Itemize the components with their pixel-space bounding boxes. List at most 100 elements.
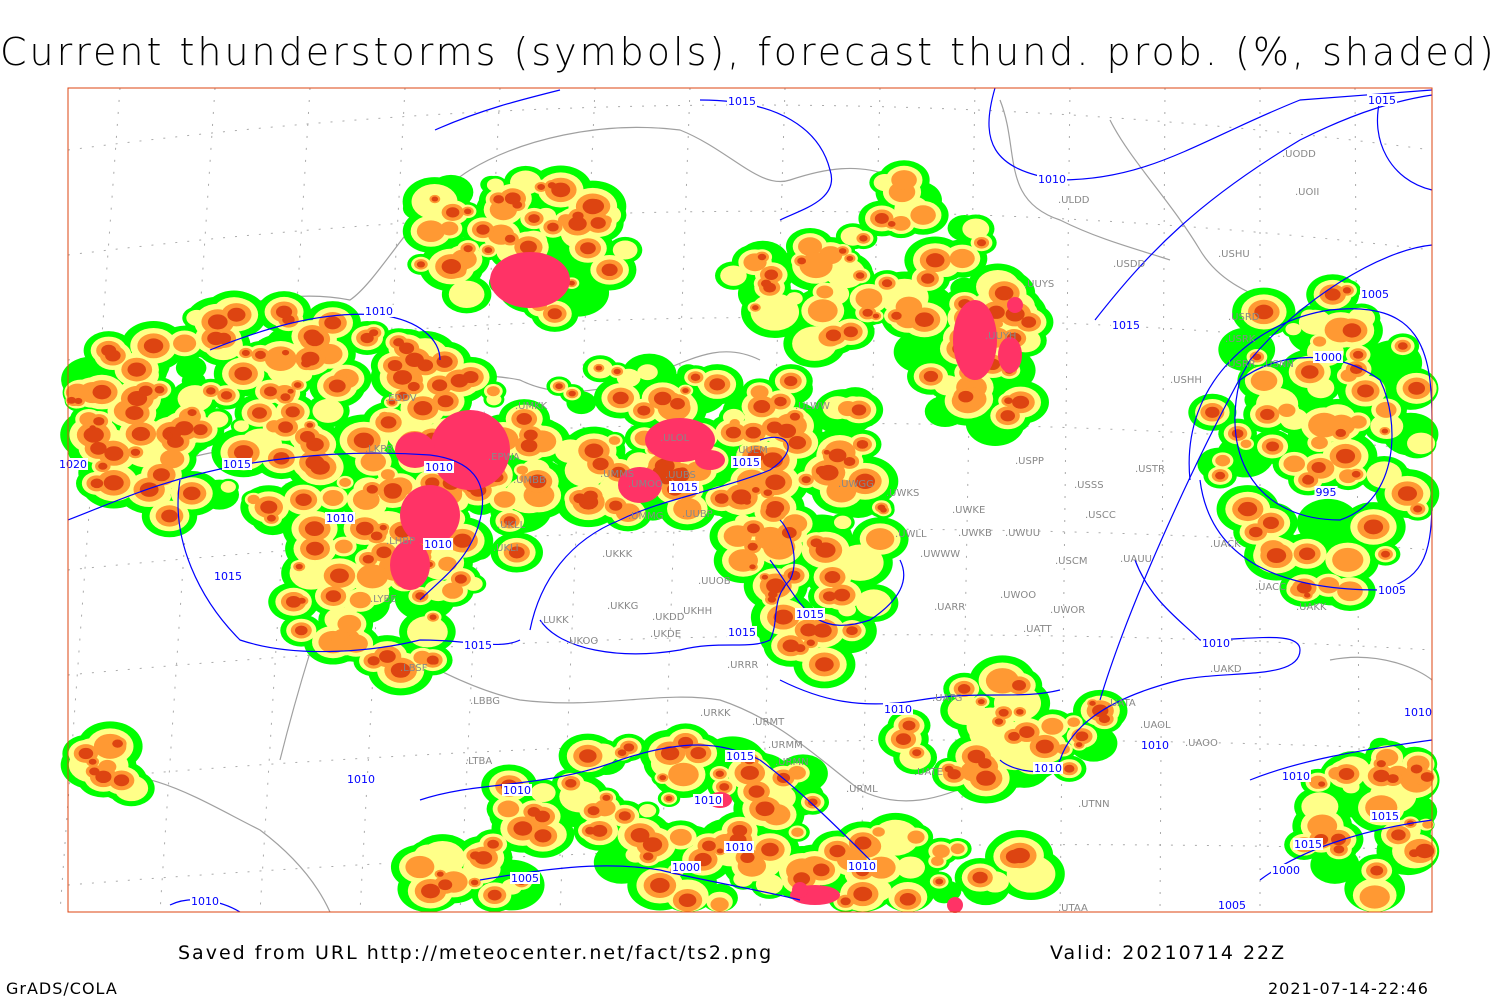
probability-cell (264, 386, 277, 397)
isobar-label: 1010 (425, 461, 453, 474)
probability-cell (1408, 381, 1426, 395)
probability-cell (446, 207, 460, 218)
probability-cell (789, 412, 801, 421)
probability-cell (923, 370, 939, 382)
probability-cell (702, 840, 716, 852)
probability-cell (324, 316, 342, 330)
probability-cell (815, 542, 836, 558)
probability-cell (83, 427, 104, 443)
probability-cell (1064, 764, 1075, 773)
probability-cell (384, 485, 402, 499)
station-label: .ULOL (660, 433, 690, 444)
probability-cell (421, 883, 440, 899)
probability-cell (846, 255, 854, 262)
probability-cell (582, 198, 603, 215)
probability-cell (360, 332, 374, 344)
station-label: .UTAA (1058, 903, 1088, 914)
probability-cell (1283, 455, 1306, 473)
probability-cell (931, 856, 944, 867)
probability-cell (1092, 704, 1109, 718)
probability-cell (1350, 364, 1363, 375)
probability-cell (957, 684, 971, 694)
probability-cell (306, 422, 314, 428)
probability-cell (806, 639, 815, 646)
station-label: .UWUU (1005, 528, 1040, 539)
probability-cell (88, 758, 97, 765)
probability-cell (1381, 550, 1390, 558)
probability-cell (612, 391, 629, 405)
probability-cell (579, 749, 597, 763)
probability-cell (101, 344, 117, 357)
probability-cell (1301, 792, 1339, 821)
probability-cell (1370, 865, 1384, 876)
probability-cell (349, 591, 372, 609)
station-label: .EDDV (385, 393, 417, 404)
probability-cell (1422, 820, 1434, 829)
probability-cell (813, 623, 832, 638)
probability-cell (306, 541, 324, 556)
probability-cell (921, 273, 935, 284)
probability-cell (788, 766, 806, 780)
probability-cell (668, 762, 699, 787)
station-label: .UKDE (650, 629, 681, 640)
probability-cell (977, 698, 985, 705)
probability-cell (761, 574, 769, 580)
probability-cell (595, 365, 603, 371)
probability-cell (1413, 505, 1423, 513)
probability-cell (855, 272, 865, 279)
probability-cell (233, 420, 249, 432)
probability-cell (755, 873, 784, 895)
probability-cell (800, 623, 818, 637)
probability-cell (1318, 781, 1326, 787)
probability-cell (828, 448, 847, 463)
probability-cell (1324, 288, 1341, 301)
station-label: .UTNN (1078, 799, 1110, 810)
probability-cell (818, 464, 839, 481)
probability-cell (893, 330, 950, 374)
station-label: .USRD (1228, 312, 1260, 323)
probability-cell (487, 839, 499, 849)
station-label: .USSS (1074, 480, 1104, 491)
probability-cell (690, 747, 707, 760)
isobar-label: 1010 (365, 305, 393, 318)
probability-cell (723, 525, 752, 547)
probability-cell (788, 436, 807, 450)
probability-cell (715, 770, 724, 777)
probability-cell (438, 556, 457, 572)
valid-time-text: Valid: 20210714 22Z (1050, 942, 1287, 964)
station-label: .URML (846, 784, 878, 795)
probability-cell (164, 432, 173, 439)
probability-cell (807, 299, 838, 323)
station-label: .UWOR (1050, 605, 1085, 616)
probability-cell (255, 350, 266, 360)
probability-cell (1278, 403, 1296, 417)
probability-cell (537, 183, 546, 190)
probability-cell (429, 614, 437, 620)
probability-cell (840, 897, 851, 906)
probability-cell (1410, 764, 1423, 774)
isobar-label: 1015 (223, 458, 251, 471)
probability-cell (763, 282, 776, 293)
probability-cell (393, 370, 413, 385)
probability-cell (453, 533, 472, 548)
station-label: .UKKG (607, 601, 638, 612)
probability-cell (725, 426, 742, 439)
probability-cell (285, 595, 302, 608)
station-label: .UUEM (735, 445, 768, 456)
station-label: .UKLL (497, 520, 526, 531)
probability-cell (113, 774, 130, 787)
isobar-label: 1005 (511, 872, 539, 885)
probability-cell (1215, 471, 1226, 480)
probability-cell (623, 743, 635, 752)
isobar-label: 1020 (59, 458, 87, 471)
probability-cell (608, 436, 621, 445)
probability-cell (1296, 498, 1360, 547)
probability-cell (266, 514, 276, 522)
probability-cell (89, 425, 96, 431)
probability-cell (1021, 316, 1037, 328)
station-label: .URMT (752, 717, 785, 728)
probability-cell (659, 775, 667, 781)
probability-cell (637, 364, 658, 381)
probability-cell (322, 489, 344, 506)
probability-cell (807, 798, 818, 806)
